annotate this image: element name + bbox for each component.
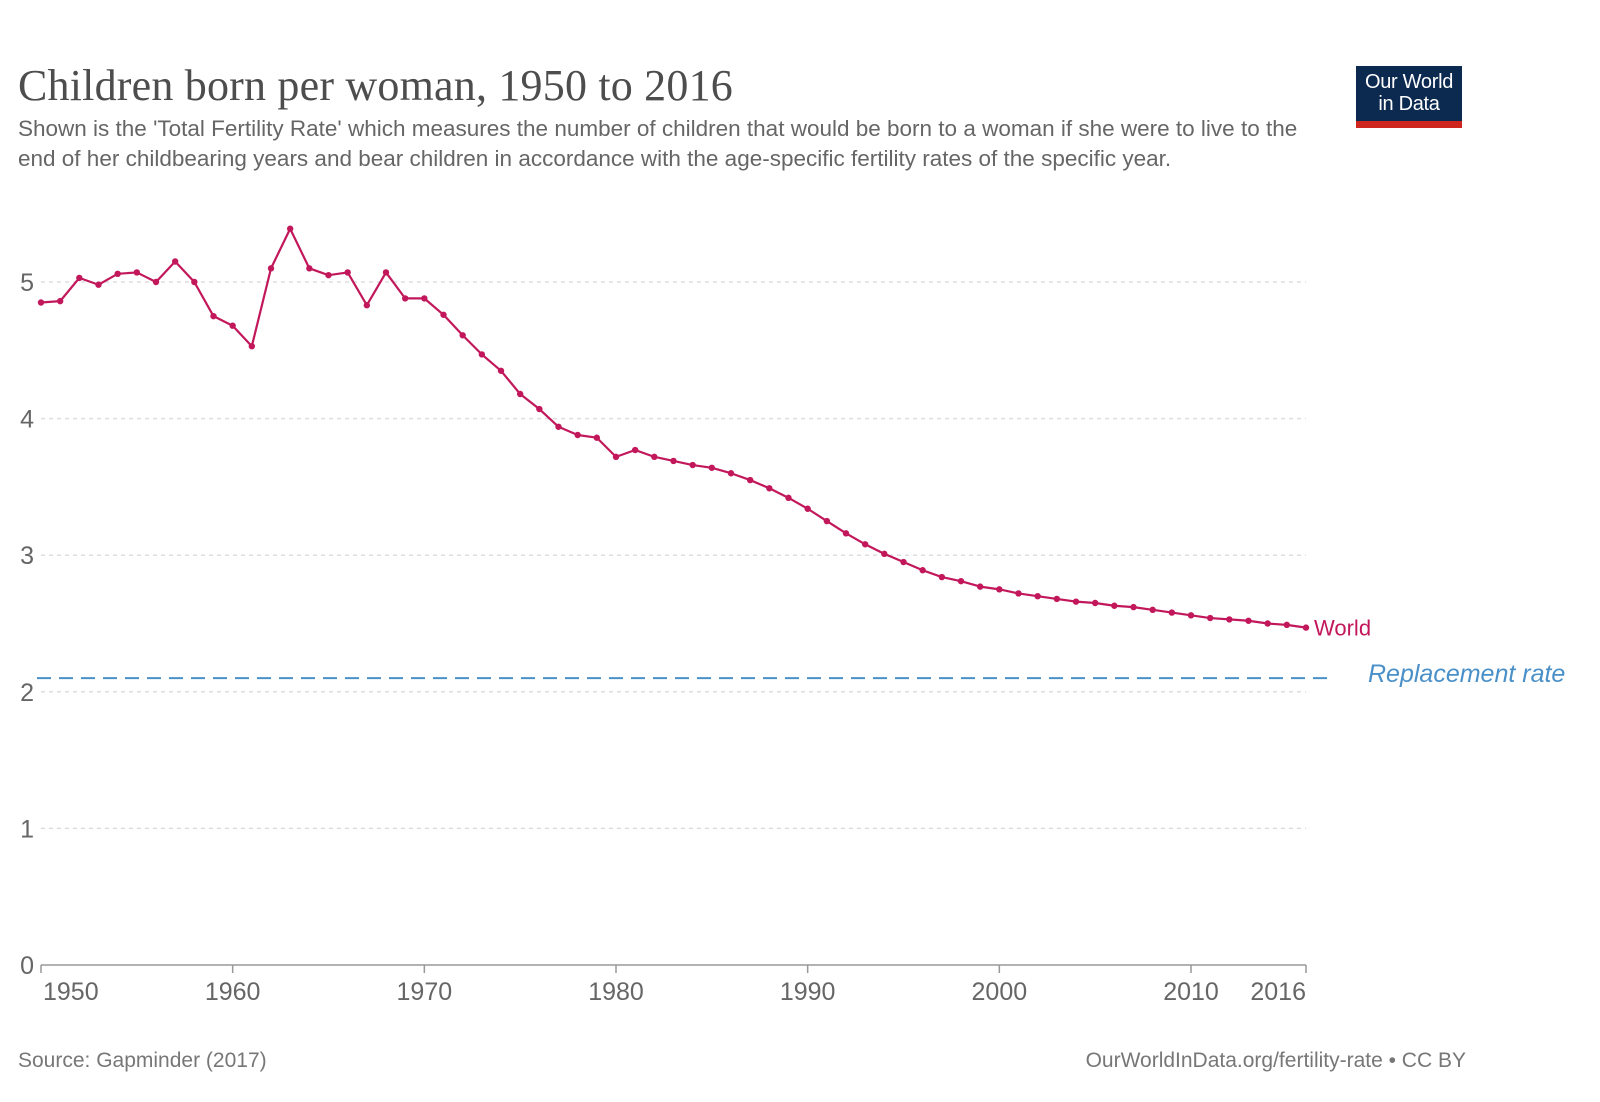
series-line-world[interactable]	[40, 227, 1307, 629]
x-tick-label-2000: 2000	[972, 978, 1028, 1006]
data-point-1956[interactable]	[152, 278, 160, 286]
data-point-1970[interactable]	[421, 295, 428, 302]
data-point-1995[interactable]	[900, 558, 907, 566]
data-point-1953[interactable]	[95, 281, 102, 288]
data-point-1996[interactable]	[919, 567, 926, 574]
data-point-1999[interactable]	[976, 583, 984, 590]
y-tick-label-0: 0	[20, 952, 34, 980]
data-point-1976[interactable]	[536, 405, 543, 413]
x-tick-label-1990: 1990	[780, 978, 836, 1006]
data-point-2013[interactable]	[1245, 617, 1252, 624]
data-point-1952[interactable]	[76, 274, 83, 282]
data-point-1998[interactable]	[957, 577, 965, 585]
data-point-1977[interactable]	[555, 423, 562, 430]
data-point-1988[interactable]	[766, 485, 773, 492]
data-point-1972[interactable]	[459, 332, 466, 339]
data-point-2009[interactable]	[1168, 609, 1176, 616]
data-point-2000[interactable]	[996, 586, 1003, 593]
data-point-2012[interactable]	[1226, 616, 1233, 623]
data-point-1973[interactable]	[478, 351, 486, 358]
data-point-1980[interactable]	[612, 453, 620, 461]
data-point-2006[interactable]	[1111, 602, 1118, 609]
data-point-2016[interactable]	[1302, 624, 1310, 631]
y-tick-label-4: 4	[20, 406, 34, 434]
data-point-1985[interactable]	[708, 464, 716, 471]
logo-line-2: in Data	[1378, 93, 1440, 115]
y-tick-label-2: 2	[20, 679, 34, 707]
data-point-1992[interactable]	[842, 530, 850, 537]
data-point-1965[interactable]	[325, 271, 332, 279]
owid-logo[interactable]: Our World in Data	[1356, 66, 1462, 128]
data-point-1963[interactable]	[286, 225, 294, 232]
x-tick-label-2010: 2010	[1163, 978, 1219, 1006]
data-point-1989[interactable]	[785, 494, 792, 502]
chart-title: Children born per woman, 1950 to 2016	[18, 61, 733, 110]
x-tick-label-2016: 2016	[1250, 978, 1306, 1006]
data-point-1975[interactable]	[516, 390, 524, 398]
data-point-2002[interactable]	[1034, 592, 1041, 600]
y-axis-ticks: 0 1 2 3 4 5	[20, 269, 34, 980]
data-point-2005[interactable]	[1091, 599, 1099, 607]
license-link[interactable]: OurWorldInData.org/fertility-rate • CC B…	[1085, 1049, 1466, 1072]
data-point-1997[interactable]	[938, 573, 946, 581]
chart-subtitle: Shown is the 'Total Fertility Rate' whic…	[18, 116, 1298, 171]
data-point-1982[interactable]	[651, 453, 658, 461]
series-layer[interactable]: World	[37, 225, 1371, 641]
x-tick-label-1970: 1970	[397, 978, 453, 1006]
data-point-2011[interactable]	[1206, 614, 1214, 622]
x-axis: 1950 1960 1970 1980 1990 2000 2010 2016	[40, 964, 1307, 1006]
data-point-2003[interactable]	[1053, 595, 1061, 603]
data-point-1964[interactable]	[306, 265, 313, 272]
y-tick-label-3: 3	[20, 542, 34, 570]
data-point-2010[interactable]	[1187, 612, 1195, 619]
data-point-1958[interactable]	[191, 278, 198, 286]
replacement-rate-label: Replacement rate	[1368, 660, 1565, 688]
x-tick-label-1960: 1960	[205, 978, 261, 1006]
data-point-1986[interactable]	[727, 470, 735, 477]
data-point-1987[interactable]	[746, 476, 754, 484]
data-point-1969[interactable]	[401, 295, 409, 302]
data-point-2008[interactable]	[1149, 606, 1156, 614]
data-point-1974[interactable]	[497, 367, 505, 374]
data-point-1979[interactable]	[593, 434, 601, 441]
data-point-1971[interactable]	[440, 311, 447, 318]
data-point-1954[interactable]	[114, 270, 121, 278]
series-label-world[interactable]: World	[1314, 616, 1371, 641]
data-point-2004[interactable]	[1072, 598, 1080, 605]
data-point-1990[interactable]	[804, 505, 811, 512]
data-point-2001[interactable]	[1015, 590, 1022, 597]
y-tick-label-5: 5	[20, 269, 34, 297]
data-point-2015[interactable]	[1283, 621, 1291, 629]
data-point-1967[interactable]	[363, 302, 371, 309]
data-point-1968[interactable]	[382, 269, 390, 276]
data-point-1951[interactable]	[56, 297, 64, 305]
data-point-1962[interactable]	[267, 265, 275, 272]
data-point-1984[interactable]	[689, 461, 696, 469]
source-text: Source: Gapminder (2017)	[18, 1049, 267, 1072]
data-point-1966[interactable]	[344, 269, 351, 276]
data-point-1981[interactable]	[631, 446, 639, 454]
y-tick-label-1: 1	[20, 815, 34, 843]
data-point-1960[interactable]	[229, 322, 236, 329]
data-point-1957[interactable]	[171, 258, 179, 265]
x-tick-label-1950: 1950	[43, 978, 99, 1006]
data-point-1950[interactable]	[37, 299, 45, 306]
gridlines	[41, 281, 1306, 830]
data-point-2014[interactable]	[1264, 620, 1271, 627]
data-point-1959[interactable]	[210, 312, 217, 320]
data-point-1994[interactable]	[881, 550, 888, 558]
data-point-1991[interactable]	[823, 517, 831, 525]
data-point-2007[interactable]	[1130, 603, 1137, 611]
data-point-1993[interactable]	[861, 541, 869, 548]
data-point-1983[interactable]	[670, 457, 677, 465]
logo-line-1: Our World	[1364, 71, 1454, 93]
data-point-1978[interactable]	[574, 431, 581, 439]
replacement-rate-reference: Replacement rate	[37, 660, 1565, 688]
data-point-1955[interactable]	[133, 269, 141, 276]
data-point-1961[interactable]	[248, 343, 256, 350]
x-tick-label-1980: 1980	[588, 978, 644, 1006]
